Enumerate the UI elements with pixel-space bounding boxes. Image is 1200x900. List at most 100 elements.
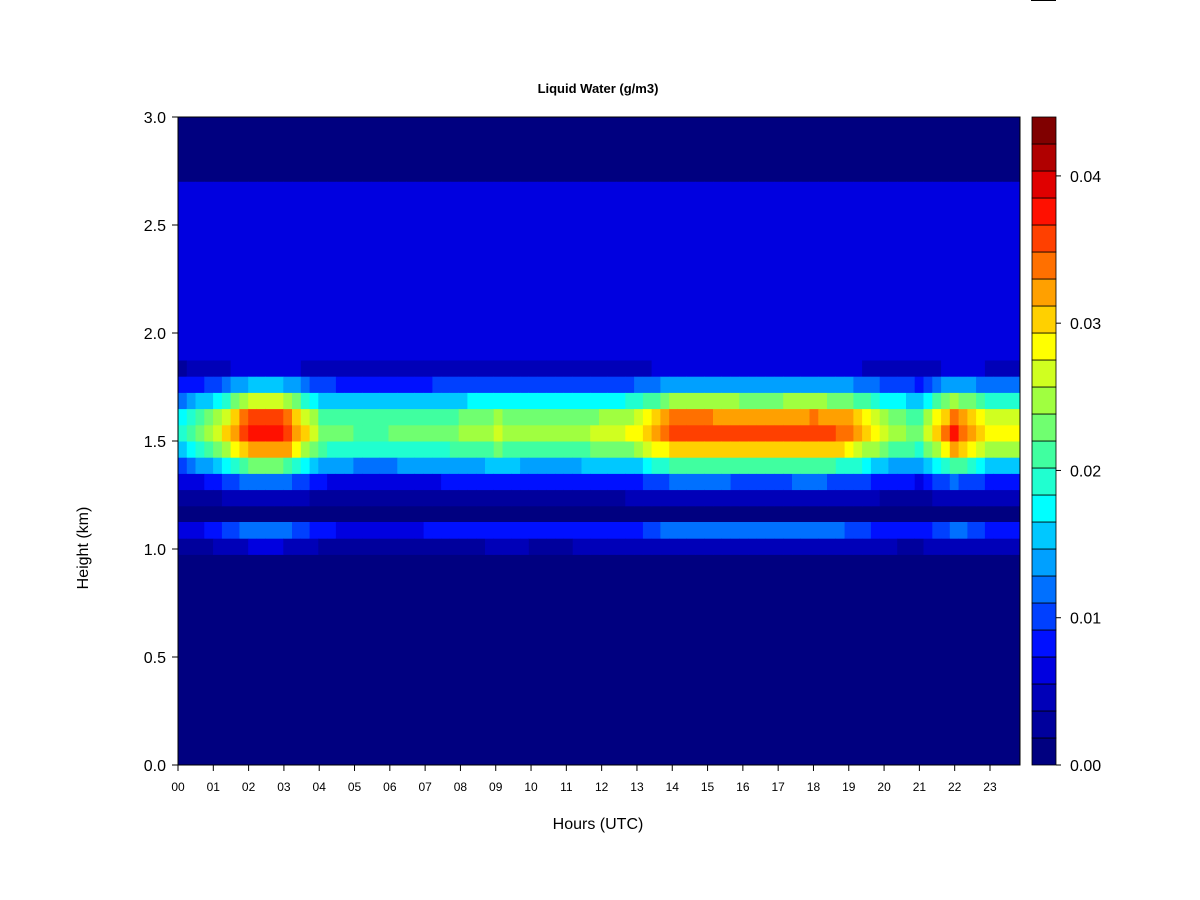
heatmap-cell xyxy=(844,262,854,280)
heatmap-cell xyxy=(344,214,354,231)
heatmap-cell xyxy=(467,441,477,458)
heatmap-cell xyxy=(265,279,275,296)
heatmap-cell xyxy=(599,262,609,280)
heatmap-cell xyxy=(195,279,205,296)
heatmap-cell xyxy=(344,343,354,361)
heatmap-cell xyxy=(362,408,372,426)
heatmap-cell xyxy=(362,214,372,231)
heatmap-cell xyxy=(572,230,582,248)
heatmap-cell xyxy=(958,262,968,280)
heatmap-cell xyxy=(379,538,389,555)
heatmap-cell xyxy=(555,181,565,199)
heatmap-cell xyxy=(265,522,275,539)
heatmap-cell xyxy=(818,457,828,474)
heatmap-cell xyxy=(502,246,512,264)
heatmap-cell xyxy=(458,327,468,345)
heatmap-cell xyxy=(485,441,495,458)
heatmap-cell xyxy=(984,279,995,296)
heatmap-cell xyxy=(590,392,600,410)
heatmap-cell xyxy=(634,408,644,426)
heatmap-cell xyxy=(1002,538,1012,555)
heatmap-cell xyxy=(748,392,758,410)
heatmap-cell xyxy=(441,311,451,329)
heatmap-cell xyxy=(265,295,275,312)
heatmap-cell xyxy=(467,230,477,248)
heatmap-cell xyxy=(967,522,977,539)
heatmap-cell xyxy=(879,295,889,312)
heatmap-cell xyxy=(432,311,442,329)
heatmap-cell xyxy=(914,262,924,280)
heatmap-cell xyxy=(406,295,416,312)
heatmap-cell xyxy=(546,441,556,458)
heatmap-cell xyxy=(879,489,889,507)
heatmap-cell xyxy=(502,327,512,345)
heatmap-cell xyxy=(853,376,863,393)
heatmap-cell xyxy=(283,230,293,248)
heatmap-cell xyxy=(300,311,311,329)
heatmap-cell xyxy=(546,473,556,491)
heatmap-cell xyxy=(327,376,337,393)
heatmap-cell xyxy=(941,441,951,458)
heatmap-cell xyxy=(274,473,284,491)
heatmap-cell xyxy=(511,214,521,231)
heatmap-cell xyxy=(984,214,995,231)
heatmap-cell xyxy=(774,408,784,426)
heatmap-cell xyxy=(932,424,942,442)
heatmap-cell xyxy=(572,408,582,426)
heatmap-cell xyxy=(993,230,1003,248)
heatmap-cell xyxy=(476,489,486,507)
heatmap-cell xyxy=(599,327,609,345)
heatmap-cell xyxy=(704,295,714,312)
heatmap-cell xyxy=(520,343,530,361)
heatmap-cell xyxy=(827,198,837,215)
heatmap-cell xyxy=(485,198,495,215)
heatmap-cell xyxy=(765,408,775,426)
heatmap-cell xyxy=(906,311,916,329)
heatmap-cell xyxy=(827,489,837,507)
heatmap-cell xyxy=(467,522,477,539)
heatmap-cell xyxy=(414,279,425,296)
heatmap-cell xyxy=(713,198,723,215)
heatmap-cell xyxy=(379,311,389,329)
heatmap-cell xyxy=(660,441,670,458)
heatmap-cell xyxy=(914,424,924,442)
heatmap-cell xyxy=(476,408,486,426)
heatmap-cell xyxy=(923,214,933,231)
x-tick-label: 23 xyxy=(983,780,997,794)
heatmap-cell xyxy=(406,262,416,280)
heatmap-cell xyxy=(809,376,819,393)
heatmap-cell xyxy=(1011,198,1020,215)
heatmap-cell xyxy=(607,279,618,296)
heatmap-cell xyxy=(414,424,425,442)
heatmap-cell xyxy=(897,198,907,215)
heatmap-cell xyxy=(353,295,363,312)
heatmap-cell xyxy=(730,279,740,296)
heatmap-cell xyxy=(520,489,530,507)
heatmap-cell xyxy=(467,360,477,377)
heatmap-cell xyxy=(572,392,582,410)
heatmap-cell xyxy=(379,230,389,248)
heatmap-cell xyxy=(555,246,565,264)
heatmap-cell xyxy=(1002,246,1012,264)
heatmap-cell xyxy=(967,376,977,393)
heatmap-cell xyxy=(642,538,653,555)
heatmap-cell xyxy=(537,473,547,491)
heatmap-cell xyxy=(449,279,460,296)
heatmap-cell xyxy=(879,392,889,410)
heatmap-cell xyxy=(721,424,732,442)
heatmap-cell xyxy=(677,214,688,231)
heatmap-cell xyxy=(555,473,565,491)
heatmap-cell xyxy=(958,214,968,231)
heatmap-cell xyxy=(949,424,960,442)
heatmap-cell xyxy=(414,246,425,264)
heatmap-cell xyxy=(467,408,477,426)
heatmap-cell xyxy=(353,473,363,491)
heatmap-cell xyxy=(406,343,416,361)
heatmap-cell xyxy=(949,538,960,555)
heatmap-cell xyxy=(888,392,898,410)
heatmap-cell xyxy=(379,441,389,458)
heatmap-cell xyxy=(914,181,924,199)
heatmap-cell xyxy=(537,214,547,231)
heatmap-cell xyxy=(616,538,626,555)
heatmap-cell xyxy=(642,360,653,377)
